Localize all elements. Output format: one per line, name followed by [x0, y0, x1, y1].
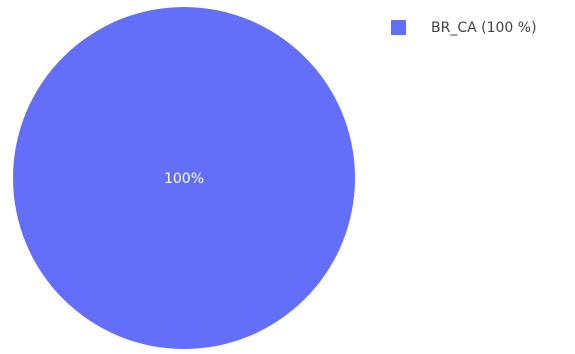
legend-label[interactable]: BR_CA (100 %)	[431, 20, 537, 36]
pie-slices: 100%	[13, 7, 355, 349]
legend: BR_CA (100 %)	[391, 20, 537, 36]
pie-slice-br-ca[interactable]	[13, 7, 355, 349]
legend-swatch[interactable]	[391, 20, 406, 35]
slice-percent-label: 100%	[164, 171, 204, 187]
